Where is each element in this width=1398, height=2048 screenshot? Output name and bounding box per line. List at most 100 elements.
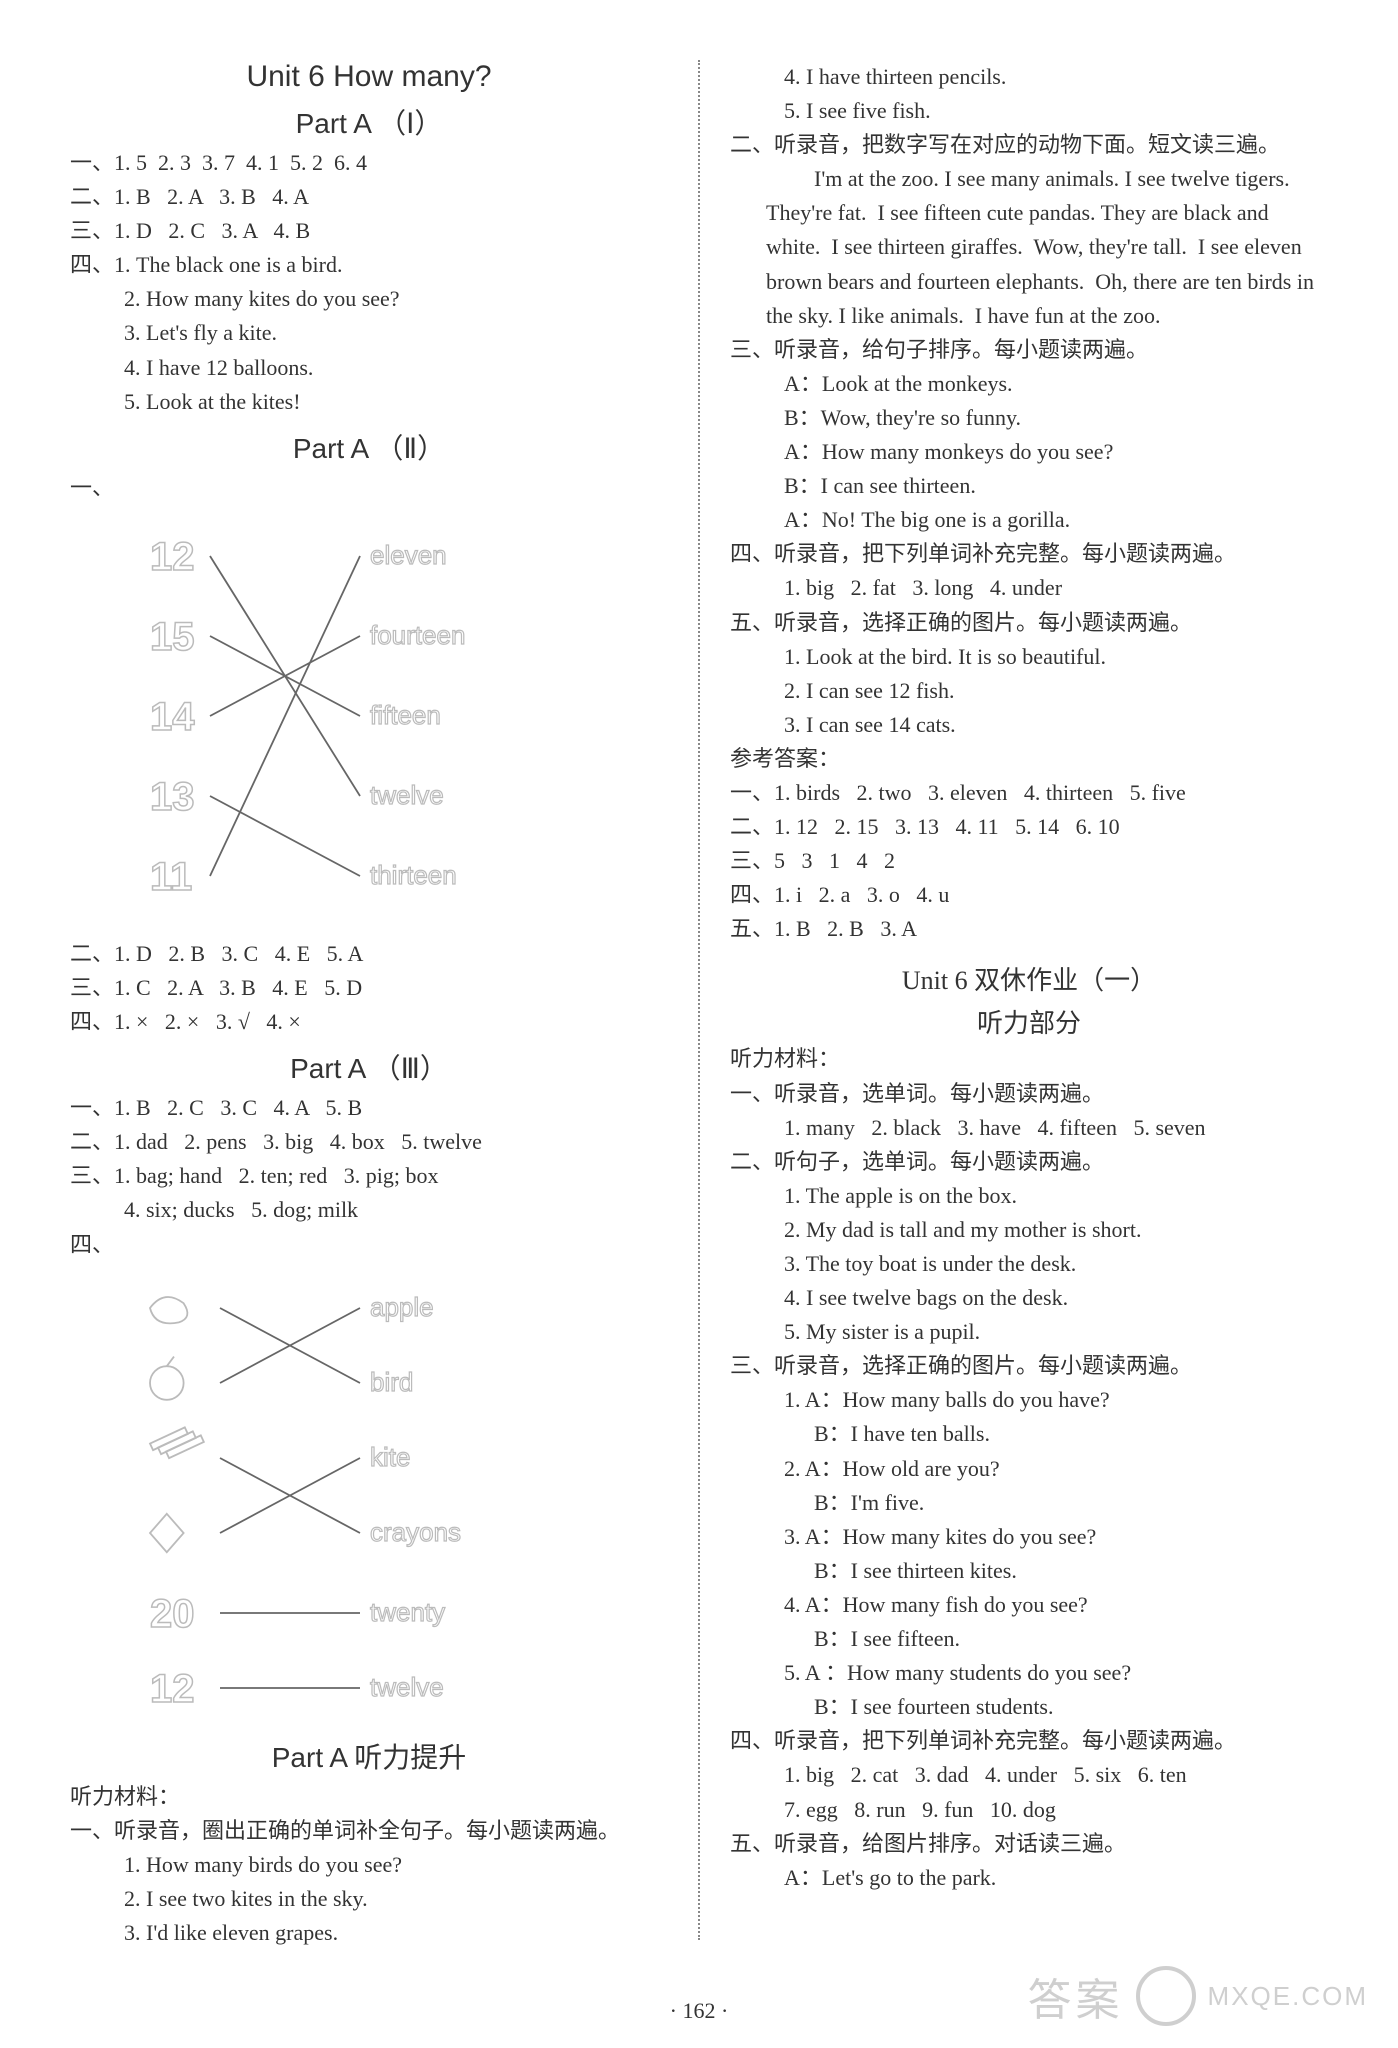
sec4-line: 1. big 2. fat 3. long 4. under (730, 571, 1328, 605)
al-row: 2. I see two kites in the sky. (70, 1882, 668, 1916)
ans-row: 三、5 3 1 4 2 (730, 844, 1328, 878)
part-a2-heading: Part A （Ⅱ） (70, 427, 668, 467)
a3-row: 4. six; ducks 5. dog; milk (70, 1193, 668, 1227)
material-label: 听力材料： (70, 1780, 668, 1814)
part-a1-heading: Part A （Ⅰ） (70, 102, 668, 142)
svg-text:12: 12 (150, 1667, 195, 1711)
cont-row: 4. I have thirteen pencils. (730, 60, 1328, 94)
hw-s5-head: 五、听录音，给图片排序。对话读三遍。 (730, 1827, 1328, 1861)
a1-row: 4. I have 12 balloons. (70, 351, 668, 385)
a2-row: 三、1. C 2. A 3. B 4. E 5. D (70, 971, 668, 1005)
svg-text:eleven: eleven (370, 540, 447, 570)
svg-text:twenty: twenty (370, 1597, 445, 1627)
hw-s1-line: 1. many 2. black 3. have 4. fifteen 5. s… (730, 1111, 1328, 1145)
sec3-line: A：No! The big one is a gorilla. (730, 503, 1328, 537)
hw-s2-line: 3. The toy boat is under the desk. (730, 1247, 1328, 1281)
sec5-line: 2. I can see 12 fish. (730, 674, 1328, 708)
svg-text:twelve: twelve (370, 780, 444, 810)
a1-row: 三、1. D 2. C 3. A 4. B (70, 214, 668, 248)
a1-row: 二、1. B 2. A 3. B 4. A (70, 180, 668, 214)
hw-s3-qa: B：I see fifteen. (730, 1622, 1328, 1656)
al-row: 1. How many birds do you see? (70, 1848, 668, 1882)
a3-row: 三、1. bag; hand 2. ten; red 3. pig; box (70, 1159, 668, 1193)
hw-s3-qa: B：I'm five. (730, 1486, 1328, 1520)
a3-row: 二、1. dad 2. pens 3. big 4. box 5. twelve (70, 1125, 668, 1159)
hw-s3-qa: 1. A：How many balls do you have? (730, 1383, 1328, 1417)
a3-row: 一、1. B 2. C 3. C 4. A 5. B (70, 1091, 668, 1125)
svg-text:15: 15 (150, 615, 195, 659)
a1-row: 一、1. 5 2. 3 3. 7 4. 1 5. 2 6. 4 (70, 146, 668, 180)
svg-text:twelve: twelve (370, 1672, 444, 1702)
watermark: 答案 MXQE.COM (1028, 1964, 1368, 2028)
ans-row: 二、1. 12 2. 15 3. 13 4. 11 5. 14 6. 10 (730, 810, 1328, 844)
hw-s4-line: 7. egg 8. run 9. fun 10. dog (730, 1793, 1328, 1827)
watermark-circle-icon (1136, 1966, 1196, 2026)
a1-row: 5. Look at the kites! (70, 385, 668, 419)
sec5-head: 五、听录音，选择正确的图片。每小题读两遍。 (730, 606, 1328, 640)
hw-s2-line: 5. My sister is a pupil. (730, 1315, 1328, 1349)
ans-row: 四、1. i 2. a 3. o 4. u (730, 878, 1328, 912)
page-container: Unit 6 How many? Part A （Ⅰ） 一、1. 5 2. 3 … (70, 60, 1328, 1940)
sec5-line: 3. I can see 14 cats. (730, 708, 1328, 742)
a3-row: 四、 (70, 1228, 668, 1262)
hw-s5-line: A：Let's go to the park. (730, 1861, 1328, 1895)
unit6-hw-title: Unit 6 双休作业（一） (730, 960, 1328, 997)
watermark-cn: 答案 (1028, 1964, 1124, 2028)
column-separator (698, 60, 700, 1940)
hw-s4-head: 四、听录音，把下列单词补充完整。每小题读两遍。 (730, 1724, 1328, 1758)
answers-label: 参考答案： (730, 742, 1328, 776)
svg-text:thirteen: thirteen (370, 860, 457, 890)
svg-text:11: 11 (150, 855, 192, 899)
a1-row: 3. Let's fly a kite. (70, 316, 668, 350)
svg-text:13: 13 (150, 775, 195, 819)
hw-s3-qa: 5. A ：How many students do you see? (730, 1656, 1328, 1690)
sec3-line: B：I can see thirteen. (730, 469, 1328, 503)
svg-text:fifteen: fifteen (370, 700, 441, 730)
sec5-line: 1. Look at the bird. It is so beautiful. (730, 640, 1328, 674)
al-row: 一、听录音，圈出正确的单词补全句子。每小题读两遍。 (70, 1814, 668, 1848)
a2-prefix: 一、 (70, 471, 668, 505)
hw-s3-qa: 2. A：How old are you? (730, 1452, 1328, 1486)
hw-s4-line: 1. big 2. cat 3. dad 4. under 5. six 6. … (730, 1758, 1328, 1792)
hw-s3-qa: 4. A：How many fish do you see? (730, 1588, 1328, 1622)
ans-row: 一、1. birds 2. two 3. eleven 4. thirteen … (730, 776, 1328, 810)
material-label: 听力材料： (730, 1042, 1328, 1076)
a1-row: 四、1. The black one is a bird. (70, 248, 668, 282)
hw-s3-qa: B：I see fourteen students. (730, 1690, 1328, 1724)
sec3-line: A：Look at the monkeys. (730, 367, 1328, 401)
left-column: Unit 6 How many? Part A （Ⅰ） 一、1. 5 2. 3 … (70, 60, 678, 1940)
al-row: 3. I'd like eleven grapes. (70, 1916, 668, 1950)
svg-text:fourteen: fourteen (370, 620, 465, 650)
sec3-line: B：Wow, they're so funny. (730, 401, 1328, 435)
sec3-line: A：How many monkeys do you see? (730, 435, 1328, 469)
hw-s3-qa: B：I see thirteen kites. (730, 1554, 1328, 1588)
watermark-en: MXQE.COM (1208, 1981, 1368, 2012)
a2-row: 二、1. D 2. B 3. C 4. E 5. A (70, 937, 668, 971)
unit6-hw-subtitle: 听力部分 (730, 1003, 1328, 1040)
hw-s3-qa: B：I have ten balls. (730, 1417, 1328, 1451)
a2-row: 四、1. × 2. × 3. √ 4. × (70, 1005, 668, 1039)
svg-text:kite: kite (370, 1442, 410, 1472)
part-a-listen-heading: Part A 听力提升 (70, 1736, 668, 1776)
unit-title: Unit 6 How many? (70, 60, 668, 94)
cont-row: 5. I see five fish. (730, 94, 1328, 128)
ans-row: 五、1. B 2. B 3. A (730, 912, 1328, 946)
hw-s3-head: 三、听录音，选择正确的图片。每小题读两遍。 (730, 1349, 1328, 1383)
a2-match-diagram: 12 15 14 13 11 eleven fourteen fifteen twelve thi… (110, 511, 668, 931)
a3-match-diagram: 2012applebirdkitecrayonstwentytwelve (110, 1268, 668, 1728)
svg-text:20: 20 (150, 1592, 195, 1636)
svg-text:crayons: crayons (370, 1517, 461, 1547)
sec2-head: 二、听录音，把数字写在对应的动物下面。短文读三遍。 (730, 128, 1328, 162)
svg-text:apple: apple (370, 1292, 434, 1322)
hw-s3-qa: 3. A：How many kites do you see? (730, 1520, 1328, 1554)
hw-s2-line: 2. My dad is tall and my mother is short… (730, 1213, 1328, 1247)
hw-s2-head: 二、听句子，选单词。每小题读两遍。 (730, 1145, 1328, 1179)
hw-s2-line: 4. I see twelve bags on the desk. (730, 1281, 1328, 1315)
hw-s2-line: 1. The apple is on the box. (730, 1179, 1328, 1213)
svg-text:14: 14 (150, 695, 195, 739)
part-a3-heading: Part A （Ⅲ） (70, 1047, 668, 1087)
right-column: 4. I have thirteen pencils. 5. I see fiv… (720, 60, 1328, 1940)
svg-text:12: 12 (150, 535, 195, 579)
sec2-passage: I'm at the zoo. I see many animals. I se… (730, 162, 1328, 332)
sec4-head: 四、听录音，把下列单词补充完整。每小题读两遍。 (730, 537, 1328, 571)
